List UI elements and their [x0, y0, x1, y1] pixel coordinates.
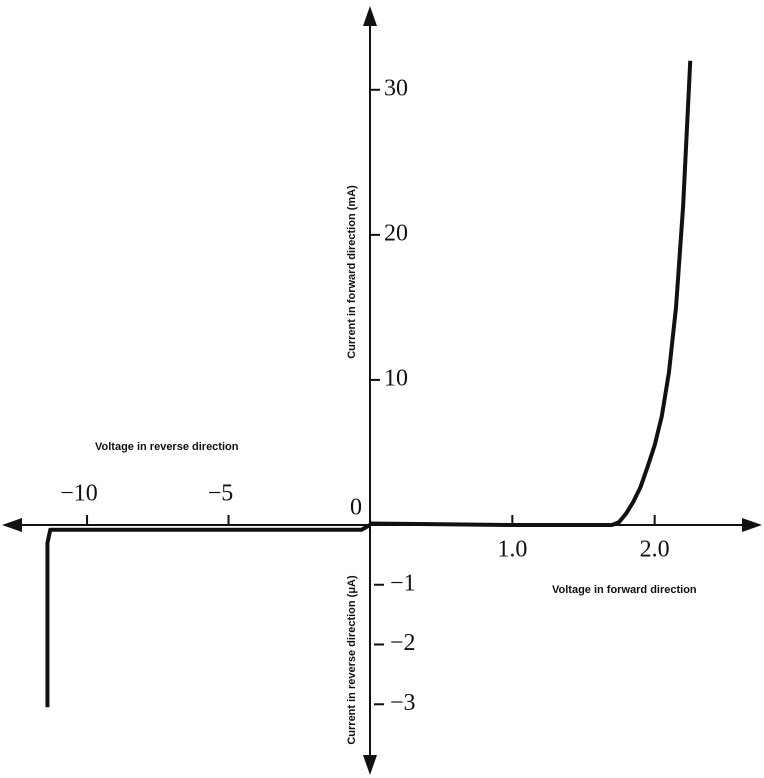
x2-axis-label: Voltage in reverse direction: [95, 441, 239, 453]
y-axis-arrow-bottom: [363, 755, 377, 775]
y2-tick-label: −3: [390, 690, 416, 716]
chart: Voltage in reverse direction Voltage in …: [0, 0, 764, 778]
y2-axis-label: Current in reverse direction (μA): [346, 575, 358, 745]
x-axis-arrow-right: [742, 518, 762, 532]
y-tick-label: 10: [384, 365, 408, 391]
y2-tick-label: −2: [390, 630, 416, 656]
y-axis-arrow-top: [363, 6, 377, 26]
x2-tick-label: −5: [208, 481, 234, 507]
curve: [47, 525, 370, 707]
x-axis-label: Voltage in forward direction: [552, 584, 697, 596]
x-tick-label: 1.0: [497, 537, 527, 563]
y-axis-label: Current in forward direction (mA): [346, 185, 358, 359]
y-tick-label: 30: [384, 75, 408, 101]
y2-tick-label: −1: [390, 570, 416, 596]
x2-tick-label: −10: [60, 481, 98, 507]
origin-label: 0: [350, 495, 362, 521]
y-tick-label: 20: [384, 220, 408, 246]
x-tick-label: 2.0: [640, 537, 670, 563]
curve: [370, 61, 690, 525]
x-axis-arrow-left: [2, 518, 22, 532]
